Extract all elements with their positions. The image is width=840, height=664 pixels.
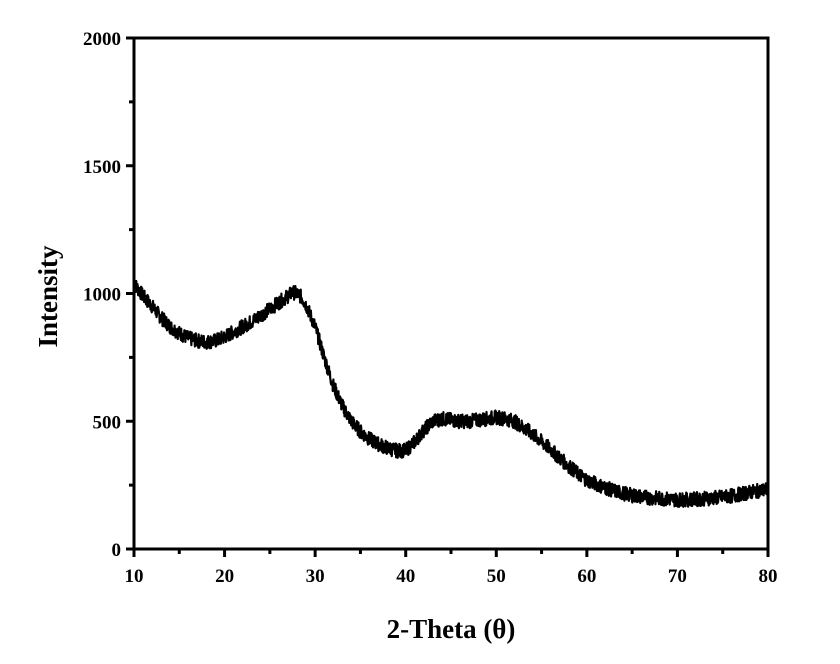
x-tick-label-40: 40 xyxy=(396,566,415,587)
x-tick-label-20: 20 xyxy=(215,566,234,587)
y-tick-label-2000: 2000 xyxy=(83,29,121,50)
y-tick-label-1500: 1500 xyxy=(83,157,121,178)
ticks-layer xyxy=(126,36,770,557)
plot-frame xyxy=(132,36,770,551)
x-tick-label-80: 80 xyxy=(759,566,778,587)
series-layer xyxy=(133,279,770,508)
x-tick-label-50: 50 xyxy=(487,566,506,587)
x-tick-label-30: 30 xyxy=(306,566,325,587)
x-tick-label-60: 60 xyxy=(577,566,596,587)
labels-layer: 10 20 30 40 50 60 70 80 0 500 1000 1500 2000 xyxy=(83,29,778,587)
y-tick-label-500: 500 xyxy=(93,412,122,433)
x-tick-label-10: 10 xyxy=(125,566,144,587)
y-tick-label-1000: 1000 xyxy=(83,285,121,306)
x-axis-title: 2-Theta (θ) xyxy=(387,614,516,644)
y-tick-label-0: 0 xyxy=(112,540,122,561)
x-tick-label-70: 70 xyxy=(668,566,687,587)
y-axis-title: Intensity xyxy=(33,245,63,348)
series-line-0 xyxy=(133,279,770,508)
